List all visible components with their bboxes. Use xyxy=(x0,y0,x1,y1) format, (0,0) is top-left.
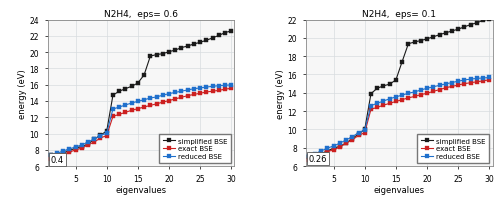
Text: 0.26: 0.26 xyxy=(308,155,327,164)
Title: N2H4,  eps= 0.6: N2H4, eps= 0.6 xyxy=(104,10,178,19)
X-axis label: eigenvalues: eigenvalues xyxy=(116,186,166,195)
Legend: simplified BSE, exact BSE, reduced BSE: simplified BSE, exact BSE, reduced BSE xyxy=(418,134,489,163)
Title: N2H4,  eps= 0.1: N2H4, eps= 0.1 xyxy=(362,10,436,19)
Y-axis label: energy (eV): energy (eV) xyxy=(276,69,285,118)
X-axis label: eigenvalues: eigenvalues xyxy=(374,186,424,195)
Legend: simplified BSE, exact BSE, reduced BSE: simplified BSE, exact BSE, reduced BSE xyxy=(160,134,231,163)
Text: 0.4: 0.4 xyxy=(50,155,64,164)
Y-axis label: energy (eV): energy (eV) xyxy=(18,69,28,118)
